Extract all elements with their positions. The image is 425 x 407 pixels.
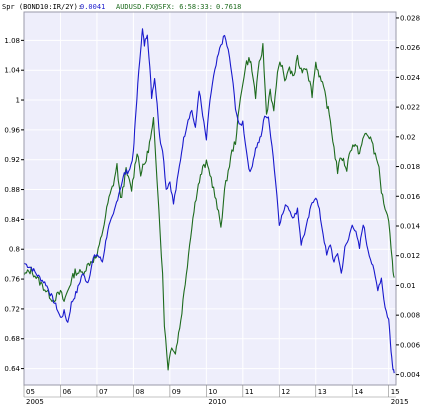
right-tick-label: 0.028 bbox=[400, 14, 420, 22]
right-tick-label: 0.01 bbox=[400, 282, 416, 290]
legend-series2-value: 0.7618 bbox=[216, 3, 241, 11]
left-tick-label: 0.68 bbox=[4, 335, 20, 343]
plot-frame bbox=[23, 11, 397, 386]
x-tick-label: 12 bbox=[281, 388, 290, 396]
left-tick-label: 0.84 bbox=[4, 216, 20, 224]
right-tick-label: 0.024 bbox=[400, 74, 421, 82]
x-tick-label: 10 bbox=[208, 388, 217, 396]
right-axis-ticks: 0.004 0.006 0.008 0.01 0.012 0.014 0.016 0.018 0… bbox=[396, 14, 421, 379]
left-tick-label: 0.92 bbox=[4, 156, 20, 164]
x-tick-label: 05 bbox=[26, 388, 35, 396]
series-lines bbox=[23, 28, 395, 374]
plot-area bbox=[24, 12, 396, 385]
x-tick-label: 08 bbox=[135, 388, 144, 396]
left-tick-label: 0.88 bbox=[4, 186, 20, 194]
right-tick-label: 0.02 bbox=[400, 133, 416, 141]
left-axis-ticks: 0.64 0.68 0.72 0.76 0.8 0.84 0.88 0.92 0.96 1 1.04… bbox=[4, 37, 24, 373]
right-tick-label: 0.012 bbox=[400, 252, 420, 260]
right-tick-label: 0.026 bbox=[400, 44, 421, 52]
x-year-label: 2010 bbox=[208, 398, 226, 406]
x-tick-label: 06 bbox=[62, 388, 71, 396]
legend-series1-label: Spr (BOND10:IR/2Y): bbox=[2, 3, 82, 11]
left-tick-label: 1.08 bbox=[4, 37, 20, 45]
x-axis: 05 06 07 08 09 10 11 12 13 14 15 2005 2010 2015 bbox=[23, 385, 409, 406]
left-tick-label: 0.76 bbox=[4, 276, 20, 284]
right-tick-label: 0.006 bbox=[400, 341, 421, 349]
right-tick-label: 0.004 bbox=[400, 371, 421, 379]
right-tick-label: 0.014 bbox=[400, 222, 421, 230]
right-tick-label: 0.022 bbox=[400, 104, 420, 112]
x-year-label: 2015 bbox=[391, 398, 409, 406]
legend-series1-value: 0.0041 bbox=[80, 3, 105, 11]
right-tick-label: 0.008 bbox=[400, 312, 420, 320]
series-spread-line bbox=[23, 28, 395, 374]
right-tick-label: 0.018 bbox=[400, 163, 420, 171]
right-tick-label: 0.016 bbox=[400, 193, 421, 201]
x-year-label: 2005 bbox=[26, 398, 44, 406]
left-tick-label: 1 bbox=[16, 97, 20, 105]
x-tick-label: 09 bbox=[172, 388, 181, 396]
left-tick-label: 0.8 bbox=[9, 246, 20, 254]
x-tick-label: 13 bbox=[318, 388, 327, 396]
series-audusd-line bbox=[23, 42, 395, 371]
left-tick-label: 0.96 bbox=[4, 126, 20, 134]
x-tick-label: 07 bbox=[99, 388, 108, 396]
left-tick-label: 0.64 bbox=[4, 365, 20, 373]
x-tick-label: 15 bbox=[391, 388, 400, 396]
left-tick-label: 1.04 bbox=[4, 67, 20, 75]
x-tick-label: 11 bbox=[245, 388, 254, 396]
legend-series2-label: AUDUSD.FX@SFX: 6:58:33: bbox=[116, 3, 213, 11]
left-tick-label: 0.72 bbox=[4, 305, 20, 313]
x-tick-label: 14 bbox=[354, 388, 363, 396]
